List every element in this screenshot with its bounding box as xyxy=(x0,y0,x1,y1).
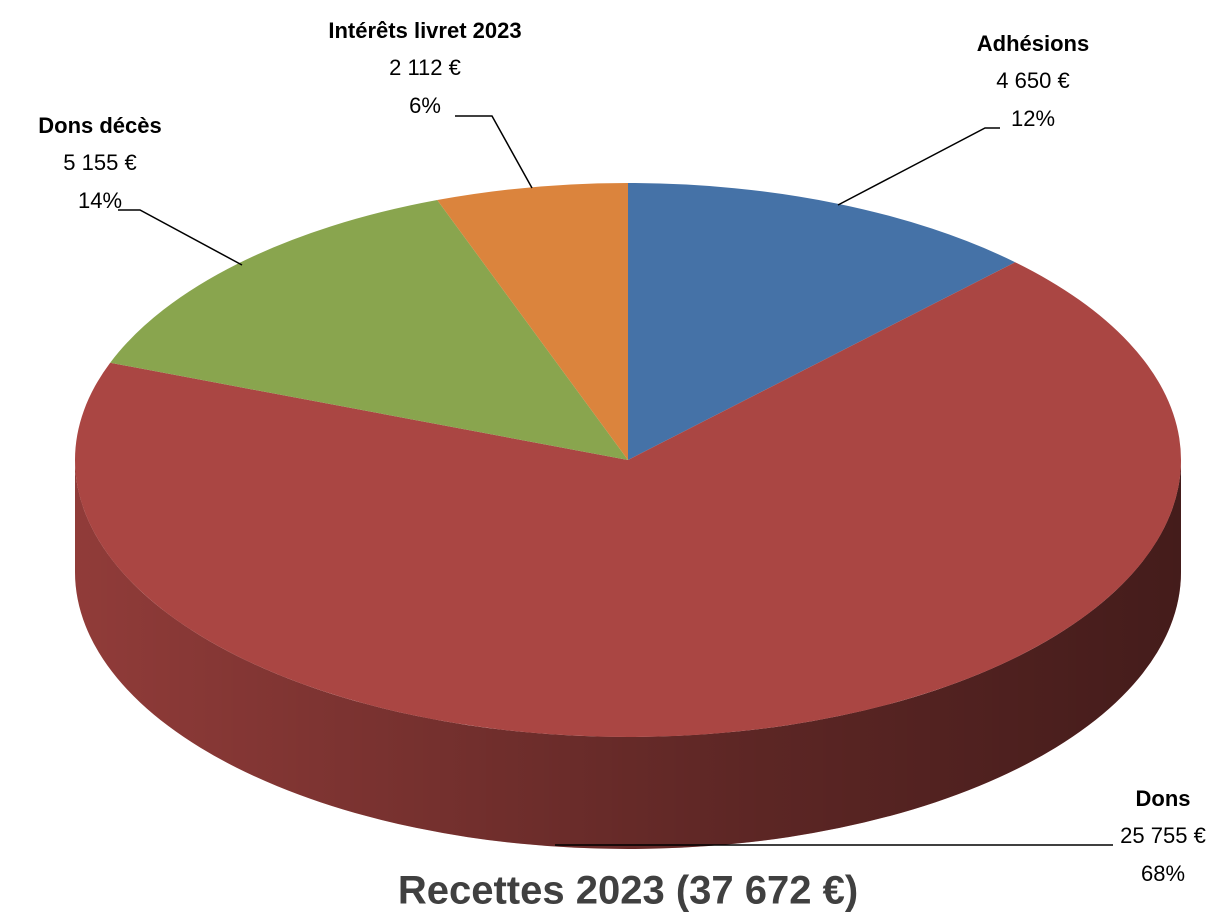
slice-name: Dons xyxy=(1136,786,1191,811)
pie-slice xyxy=(74,262,1181,737)
percent-label: 6% xyxy=(409,93,441,118)
slice-name: Dons décès xyxy=(38,113,162,138)
value-label: 25 755 € xyxy=(1120,823,1206,848)
slice-name: Intérêts livret 2023 xyxy=(328,18,521,43)
value-label: 5 155 € xyxy=(63,150,136,175)
value-label: 2 112 € xyxy=(389,55,461,80)
chart-title: Recettes 2023 (37 672 €) xyxy=(398,869,858,913)
pie-slice xyxy=(110,200,628,460)
percent-label: 68% xyxy=(1141,861,1185,886)
pie-slice xyxy=(628,183,1016,460)
leader-line xyxy=(837,127,1000,206)
leader-line xyxy=(455,115,533,189)
value-label: 4 650 € xyxy=(996,68,1069,93)
pie-slice xyxy=(437,183,628,460)
percent-label: 14% xyxy=(78,188,122,213)
percent-label: 12% xyxy=(1011,106,1055,131)
side-shade xyxy=(75,460,1181,849)
leader-line xyxy=(118,209,243,266)
slice-name: Adhésions xyxy=(977,31,1089,56)
